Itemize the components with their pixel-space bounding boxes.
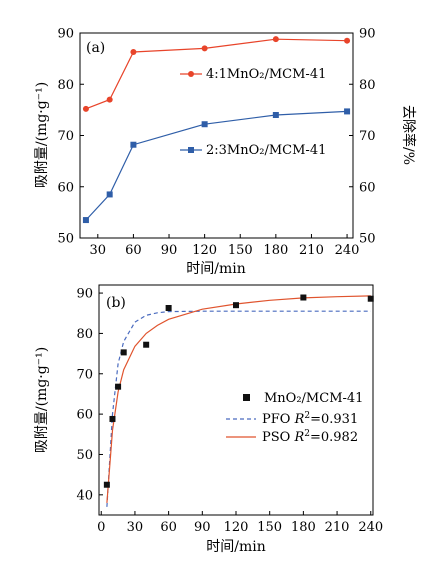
x-tick-label: 120 xyxy=(192,243,217,258)
series-line-0 xyxy=(85,38,348,110)
panel-a: (a) 30 60 90 120 150 180 210 240 50 60 70 80 90 50 6… xyxy=(34,27,417,278)
data-point xyxy=(367,295,374,302)
panel-b-y-axis-label: 吸附量/(mg·g⁻¹) xyxy=(34,347,50,453)
panel-a-x-axis-label: 时间/min xyxy=(186,261,246,277)
x-tick-label: 120 xyxy=(224,520,249,535)
data-point xyxy=(115,383,122,390)
panel-b-x-axis-label: 时间/min xyxy=(206,539,266,555)
legend-entry-2to3: 2:3MnO₂/MCM-41 xyxy=(180,143,326,158)
legend-label-pso: PSO R2=0.982 xyxy=(262,429,358,445)
data-point xyxy=(300,294,307,301)
data-point xyxy=(165,305,172,311)
legend-marker-data xyxy=(243,394,250,401)
data-point xyxy=(201,121,208,128)
panel-a-y2-axis-label: 去除率/% xyxy=(400,105,417,165)
data-point xyxy=(201,45,208,52)
pso-r2-sup: 2 xyxy=(304,429,310,439)
panel-b-x-ticks: 0 30 60 90 120 150 180 210 240 xyxy=(97,511,383,535)
panel-b-y-ticks: 40 50 60 70 80 90 xyxy=(76,287,103,503)
panel-b-label: (b) xyxy=(106,295,126,311)
panel-a-legend: 4:1MnO₂/MCM-41 2:3MnO₂/MCM-41 xyxy=(180,67,326,158)
x-tick-label: 240 xyxy=(358,520,383,535)
pso-name: PSO xyxy=(262,430,290,445)
legend-entry-pfo: PFO R2=0.931 xyxy=(226,411,358,427)
x-tick-label: 30 xyxy=(90,243,107,258)
data-point xyxy=(130,48,137,55)
y2-tick-label: 90 xyxy=(359,27,376,42)
data-point xyxy=(103,481,110,488)
series-line-1 xyxy=(85,110,348,221)
x-tick-label: 0 xyxy=(97,520,105,535)
y-tick-label: 80 xyxy=(76,327,93,342)
panel-a-y-axis-label: 吸附量/(mg·g⁻¹) xyxy=(34,82,50,188)
y2-tick-label: 50 xyxy=(359,232,376,247)
legend-label-data: MnO₂/MCM-41 xyxy=(264,391,363,406)
pfo-r2-value: =0.931 xyxy=(310,412,358,427)
pso-r2-letter: R xyxy=(293,430,304,445)
y-tick-label: 50 xyxy=(76,448,93,463)
y-tick-label: 80 xyxy=(57,78,74,93)
x-tick-label: 90 xyxy=(161,243,178,258)
panel-b: (b) 0 30 60 90 120 150 180 210 240 405060708090 … xyxy=(34,284,383,555)
data-point xyxy=(106,96,113,103)
fit-curve-pfo xyxy=(106,310,371,507)
pfo-r2-letter: R xyxy=(294,412,305,427)
panel-a-y-ticks: 50 60 70 80 90 xyxy=(57,27,84,247)
data-point xyxy=(344,108,351,115)
data-point xyxy=(272,36,279,43)
pfo-name: PFO xyxy=(262,412,290,427)
legend-label-2to3: 2:3MnO₂/MCM-41 xyxy=(206,143,326,158)
data-point xyxy=(130,141,137,148)
y-tick-label: 90 xyxy=(57,27,74,42)
y-tick-label: 60 xyxy=(76,408,93,423)
legend-entry-pso: PSO R2=0.982 xyxy=(226,429,358,445)
legend-label-4to1: 4:1MnO₂/MCM-41 xyxy=(206,67,326,82)
x-tick-label: 150 xyxy=(228,243,253,258)
y-tick-label: 60 xyxy=(57,180,74,195)
legend-entry-data: MnO₂/MCM-41 xyxy=(243,391,363,406)
data-point xyxy=(106,191,113,198)
y2-tick-label: 70 xyxy=(359,129,376,144)
y-tick-label: 70 xyxy=(76,367,93,382)
x-tick-label: 240 xyxy=(335,243,360,258)
y2-tick-label: 60 xyxy=(359,180,376,195)
pfo-r2-sup: 2 xyxy=(304,411,310,421)
legend-marker-2to3 xyxy=(188,147,194,153)
y-tick-label: 50 xyxy=(57,232,74,247)
data-point xyxy=(109,415,116,422)
x-tick-label: 180 xyxy=(291,520,316,535)
panel-a-x-ticks: 30 60 90 120 150 180 210 240 xyxy=(90,234,360,258)
legend-entry-4to1: 4:1MnO₂/MCM-41 xyxy=(180,67,326,82)
panel-a-y2-ticks: 50 60 70 80 90 xyxy=(349,27,376,247)
y2-tick-label: 80 xyxy=(359,78,376,93)
x-tick-label: 90 xyxy=(194,520,211,535)
legend-label-pfo: PFO R2=0.931 xyxy=(262,411,358,427)
data-point xyxy=(82,217,89,224)
y-tick-label: 70 xyxy=(57,129,74,144)
x-tick-label: 210 xyxy=(299,243,324,258)
y-tick-label: 40 xyxy=(76,488,93,503)
data-point xyxy=(82,105,89,112)
data-point xyxy=(344,37,351,44)
x-tick-label: 150 xyxy=(257,520,282,535)
data-point xyxy=(120,349,127,356)
x-tick-label: 30 xyxy=(127,520,144,535)
panel-a-label: (a) xyxy=(86,40,105,56)
data-point xyxy=(272,112,279,118)
data-point xyxy=(233,302,239,309)
y-tick-label: 90 xyxy=(76,287,93,302)
x-tick-label: 60 xyxy=(125,243,142,258)
x-tick-label: 180 xyxy=(263,243,288,258)
x-tick-label: 210 xyxy=(325,520,350,535)
legend-marker-4to1 xyxy=(188,71,194,77)
panel-b-legend: MnO₂/MCM-41 PFO R2=0.931 PSO R2=0.982 xyxy=(226,391,363,445)
data-point xyxy=(143,341,150,348)
panel-b-series xyxy=(103,294,374,488)
x-tick-label: 60 xyxy=(160,520,177,535)
pso-r2-value: =0.982 xyxy=(310,430,358,445)
panel-a-series xyxy=(82,36,351,224)
panel-a-plot-frame xyxy=(79,32,354,239)
